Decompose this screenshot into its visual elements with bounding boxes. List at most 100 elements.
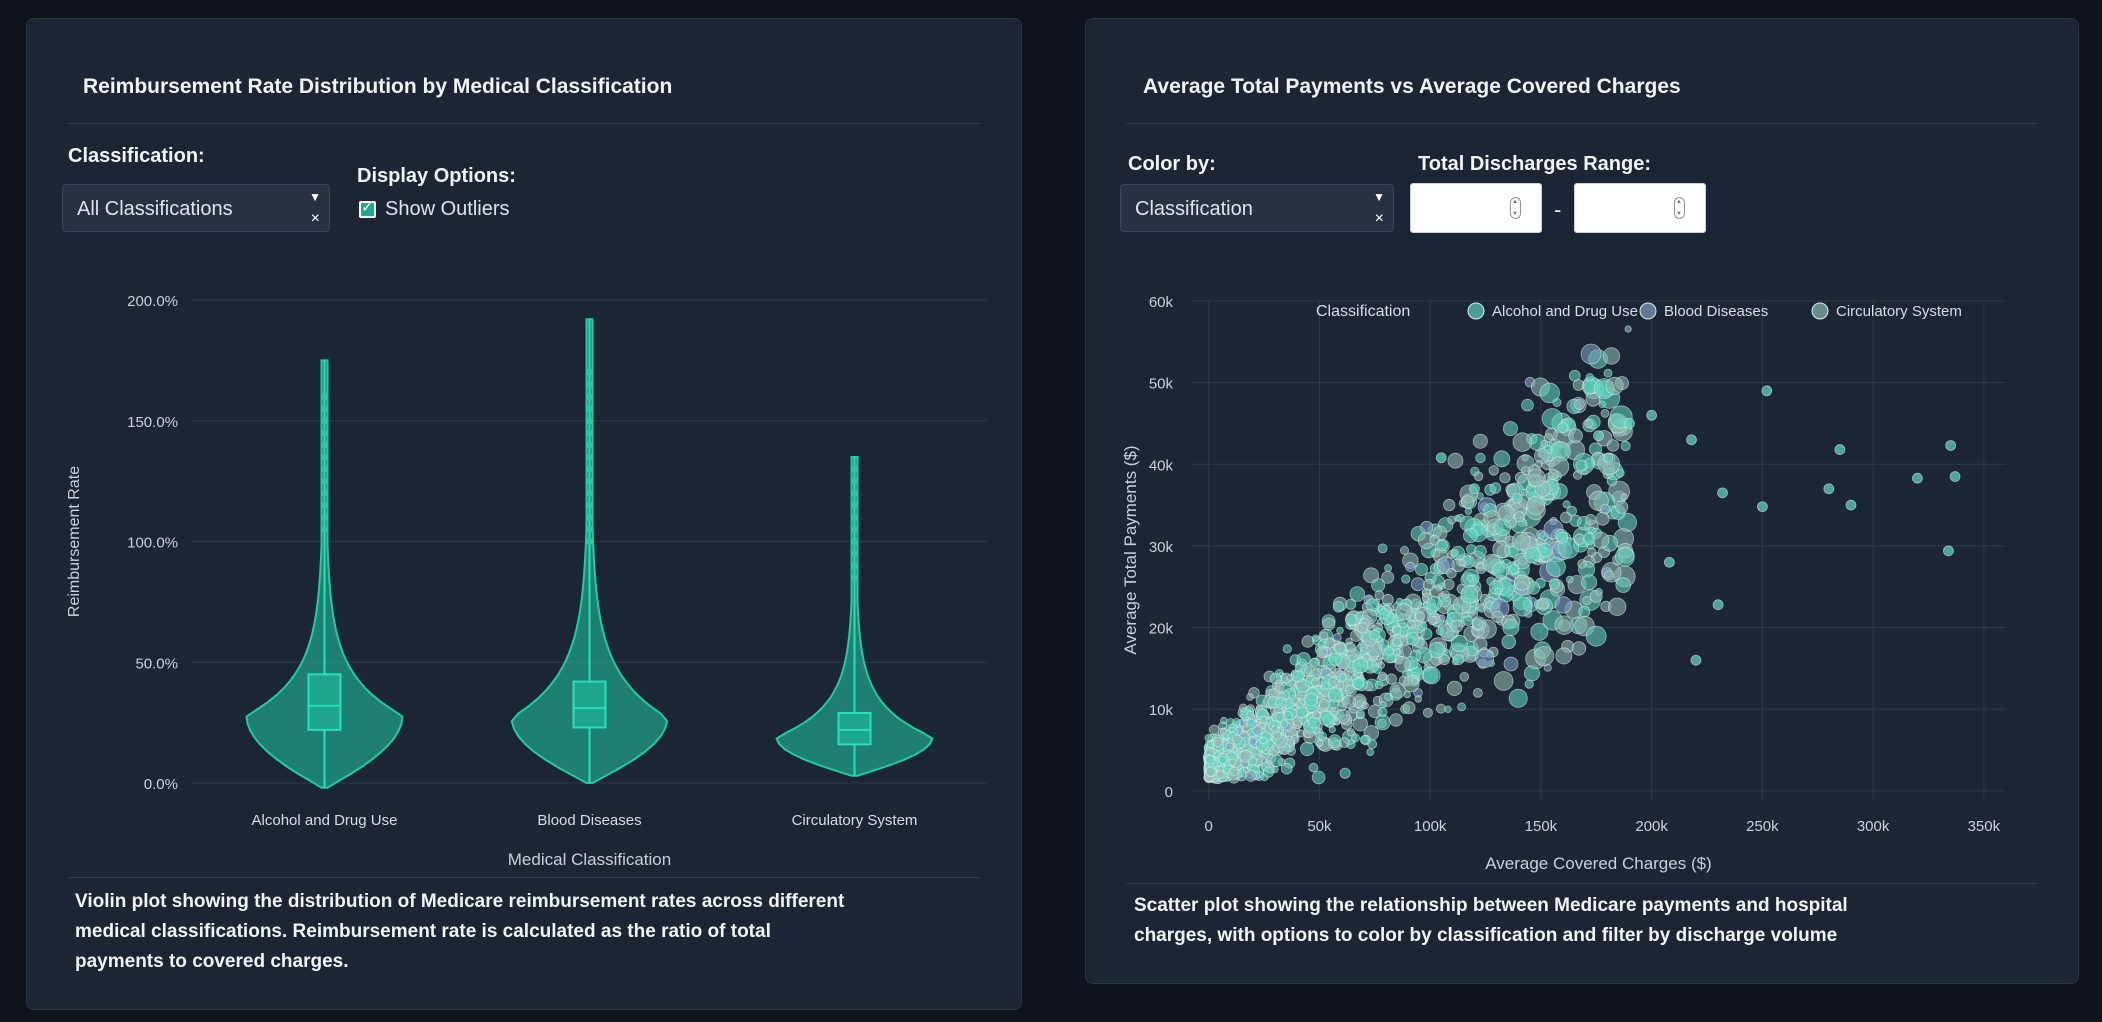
scatter-point	[1389, 713, 1403, 727]
outlier-point	[321, 477, 328, 485]
caption-divider	[67, 877, 981, 878]
scatter-point	[1338, 673, 1348, 682]
scatter-point	[1393, 648, 1401, 656]
scatter-point	[1359, 734, 1370, 745]
scatter-point	[1620, 440, 1631, 452]
scatter-point	[1462, 528, 1478, 544]
outlier-point	[321, 441, 328, 449]
scatter-point	[1231, 734, 1243, 745]
outlier-point	[586, 465, 593, 473]
scatter-point	[1409, 649, 1422, 662]
scatter-point	[1600, 408, 1610, 418]
outlier-point	[586, 477, 593, 485]
scatter-point	[1316, 739, 1324, 747]
scatter-point	[1344, 684, 1357, 697]
x-tick-label: Circulatory System	[792, 812, 918, 829]
scatter-point	[1606, 475, 1618, 487]
scatter-point	[1327, 687, 1342, 702]
chevron-down-icon[interactable]: ▼	[1373, 190, 1385, 204]
outlier-point	[586, 525, 593, 533]
y-tick-label: 0.0%	[144, 776, 178, 793]
scatter-point	[1291, 696, 1300, 705]
outlier-point	[321, 489, 328, 497]
range-min-input[interactable]	[1410, 183, 1542, 233]
scatter-point	[1279, 719, 1289, 728]
scatter-point	[1363, 567, 1380, 584]
scatter-point	[1539, 382, 1560, 404]
outlier-point	[586, 441, 593, 449]
scatter-point	[1351, 733, 1360, 743]
scatter-point	[1717, 487, 1728, 499]
legend: Classification Alcohol and Drug Use Blood …	[1316, 302, 1962, 320]
scatter-point	[1577, 559, 1587, 569]
x-axis-label: Average Covered Charges ($)	[1485, 854, 1711, 873]
scatter-point	[1319, 631, 1329, 641]
scatter-point	[1414, 695, 1423, 703]
outlier-point	[851, 562, 858, 570]
clear-icon[interactable]: ×	[1374, 210, 1384, 227]
scatter-point	[1543, 432, 1553, 442]
scatter-point	[1332, 633, 1342, 643]
violin-caption: Violin plot showing the distribution of …	[75, 887, 844, 977]
color-by-select[interactable]: Classification ▼ ×	[1120, 184, 1394, 232]
scatter-point	[1565, 575, 1574, 584]
scatter-point	[1488, 465, 1499, 476]
outlier-point	[851, 525, 858, 533]
scatter-point	[1295, 706, 1309, 719]
scatter-point	[1562, 500, 1571, 509]
range-max-input[interactable]	[1574, 183, 1706, 233]
show-outliers-checkbox[interactable]: ✓	[359, 199, 376, 218]
scatter-point	[1426, 596, 1442, 612]
scatter-point	[1912, 472, 1923, 484]
scatter-point	[1205, 755, 1215, 765]
y-tick-label: 200.0%	[127, 293, 178, 310]
violin-box	[572, 680, 607, 729]
scatter-point	[1585, 513, 1597, 525]
outlier-point	[321, 417, 328, 425]
scatter-point	[1324, 638, 1336, 649]
scatter-point	[1374, 590, 1385, 601]
show-outliers-toggle[interactable]: ✓ Show Outliers	[359, 198, 510, 221]
stepper-icon[interactable]	[1510, 197, 1521, 219]
scatter-point	[1600, 504, 1611, 515]
scatter-point	[1239, 703, 1248, 712]
outlier-point	[321, 453, 328, 461]
scatter-point	[1571, 641, 1587, 656]
x-tick-label: Alcohol and Drug Use	[252, 812, 398, 829]
outlier-point	[851, 465, 858, 473]
scatter-point	[1508, 688, 1528, 708]
y-axis-label: Reimbursement Rate	[66, 466, 83, 617]
scatter-point	[1435, 452, 1447, 464]
classification-select[interactable]: All Classifications ▼ ×	[62, 184, 330, 232]
stepper-icon[interactable]	[1674, 197, 1685, 219]
scatter-point	[1357, 622, 1369, 634]
scatter-point	[1333, 667, 1343, 677]
scatter-point	[1205, 766, 1216, 777]
clear-icon[interactable]: ×	[310, 210, 320, 227]
x-tick-label: Blood Diseases	[537, 812, 641, 829]
scatter-point	[1301, 635, 1315, 648]
scatter-point	[1406, 619, 1416, 629]
scatter-point	[1212, 736, 1223, 748]
violin-panel-title: Reimbursement Rate Distribution by Medic…	[83, 75, 673, 98]
outlier-point	[851, 501, 858, 509]
scatter-point	[1494, 587, 1502, 595]
scatter-point	[1384, 564, 1393, 572]
scatter-point	[1446, 680, 1463, 696]
scatter-point	[1520, 488, 1528, 496]
display-options-label: Display Options:	[357, 165, 516, 187]
legend-title: Classification	[1316, 303, 1410, 320]
outlier-point	[321, 501, 328, 509]
scatter-point	[1394, 656, 1412, 673]
scatter-point	[1548, 468, 1559, 480]
scatter-point	[1524, 547, 1541, 564]
classification-label: Classification:	[68, 145, 205, 167]
scatter-point	[1374, 680, 1384, 690]
violin-box	[307, 673, 342, 731]
scatter-point	[1453, 654, 1464, 666]
scatter-point	[1263, 766, 1275, 778]
scatter-point	[1311, 677, 1320, 687]
scatter-point	[1441, 590, 1450, 599]
chevron-down-icon[interactable]: ▼	[309, 190, 321, 204]
scatter-point	[1311, 634, 1320, 642]
